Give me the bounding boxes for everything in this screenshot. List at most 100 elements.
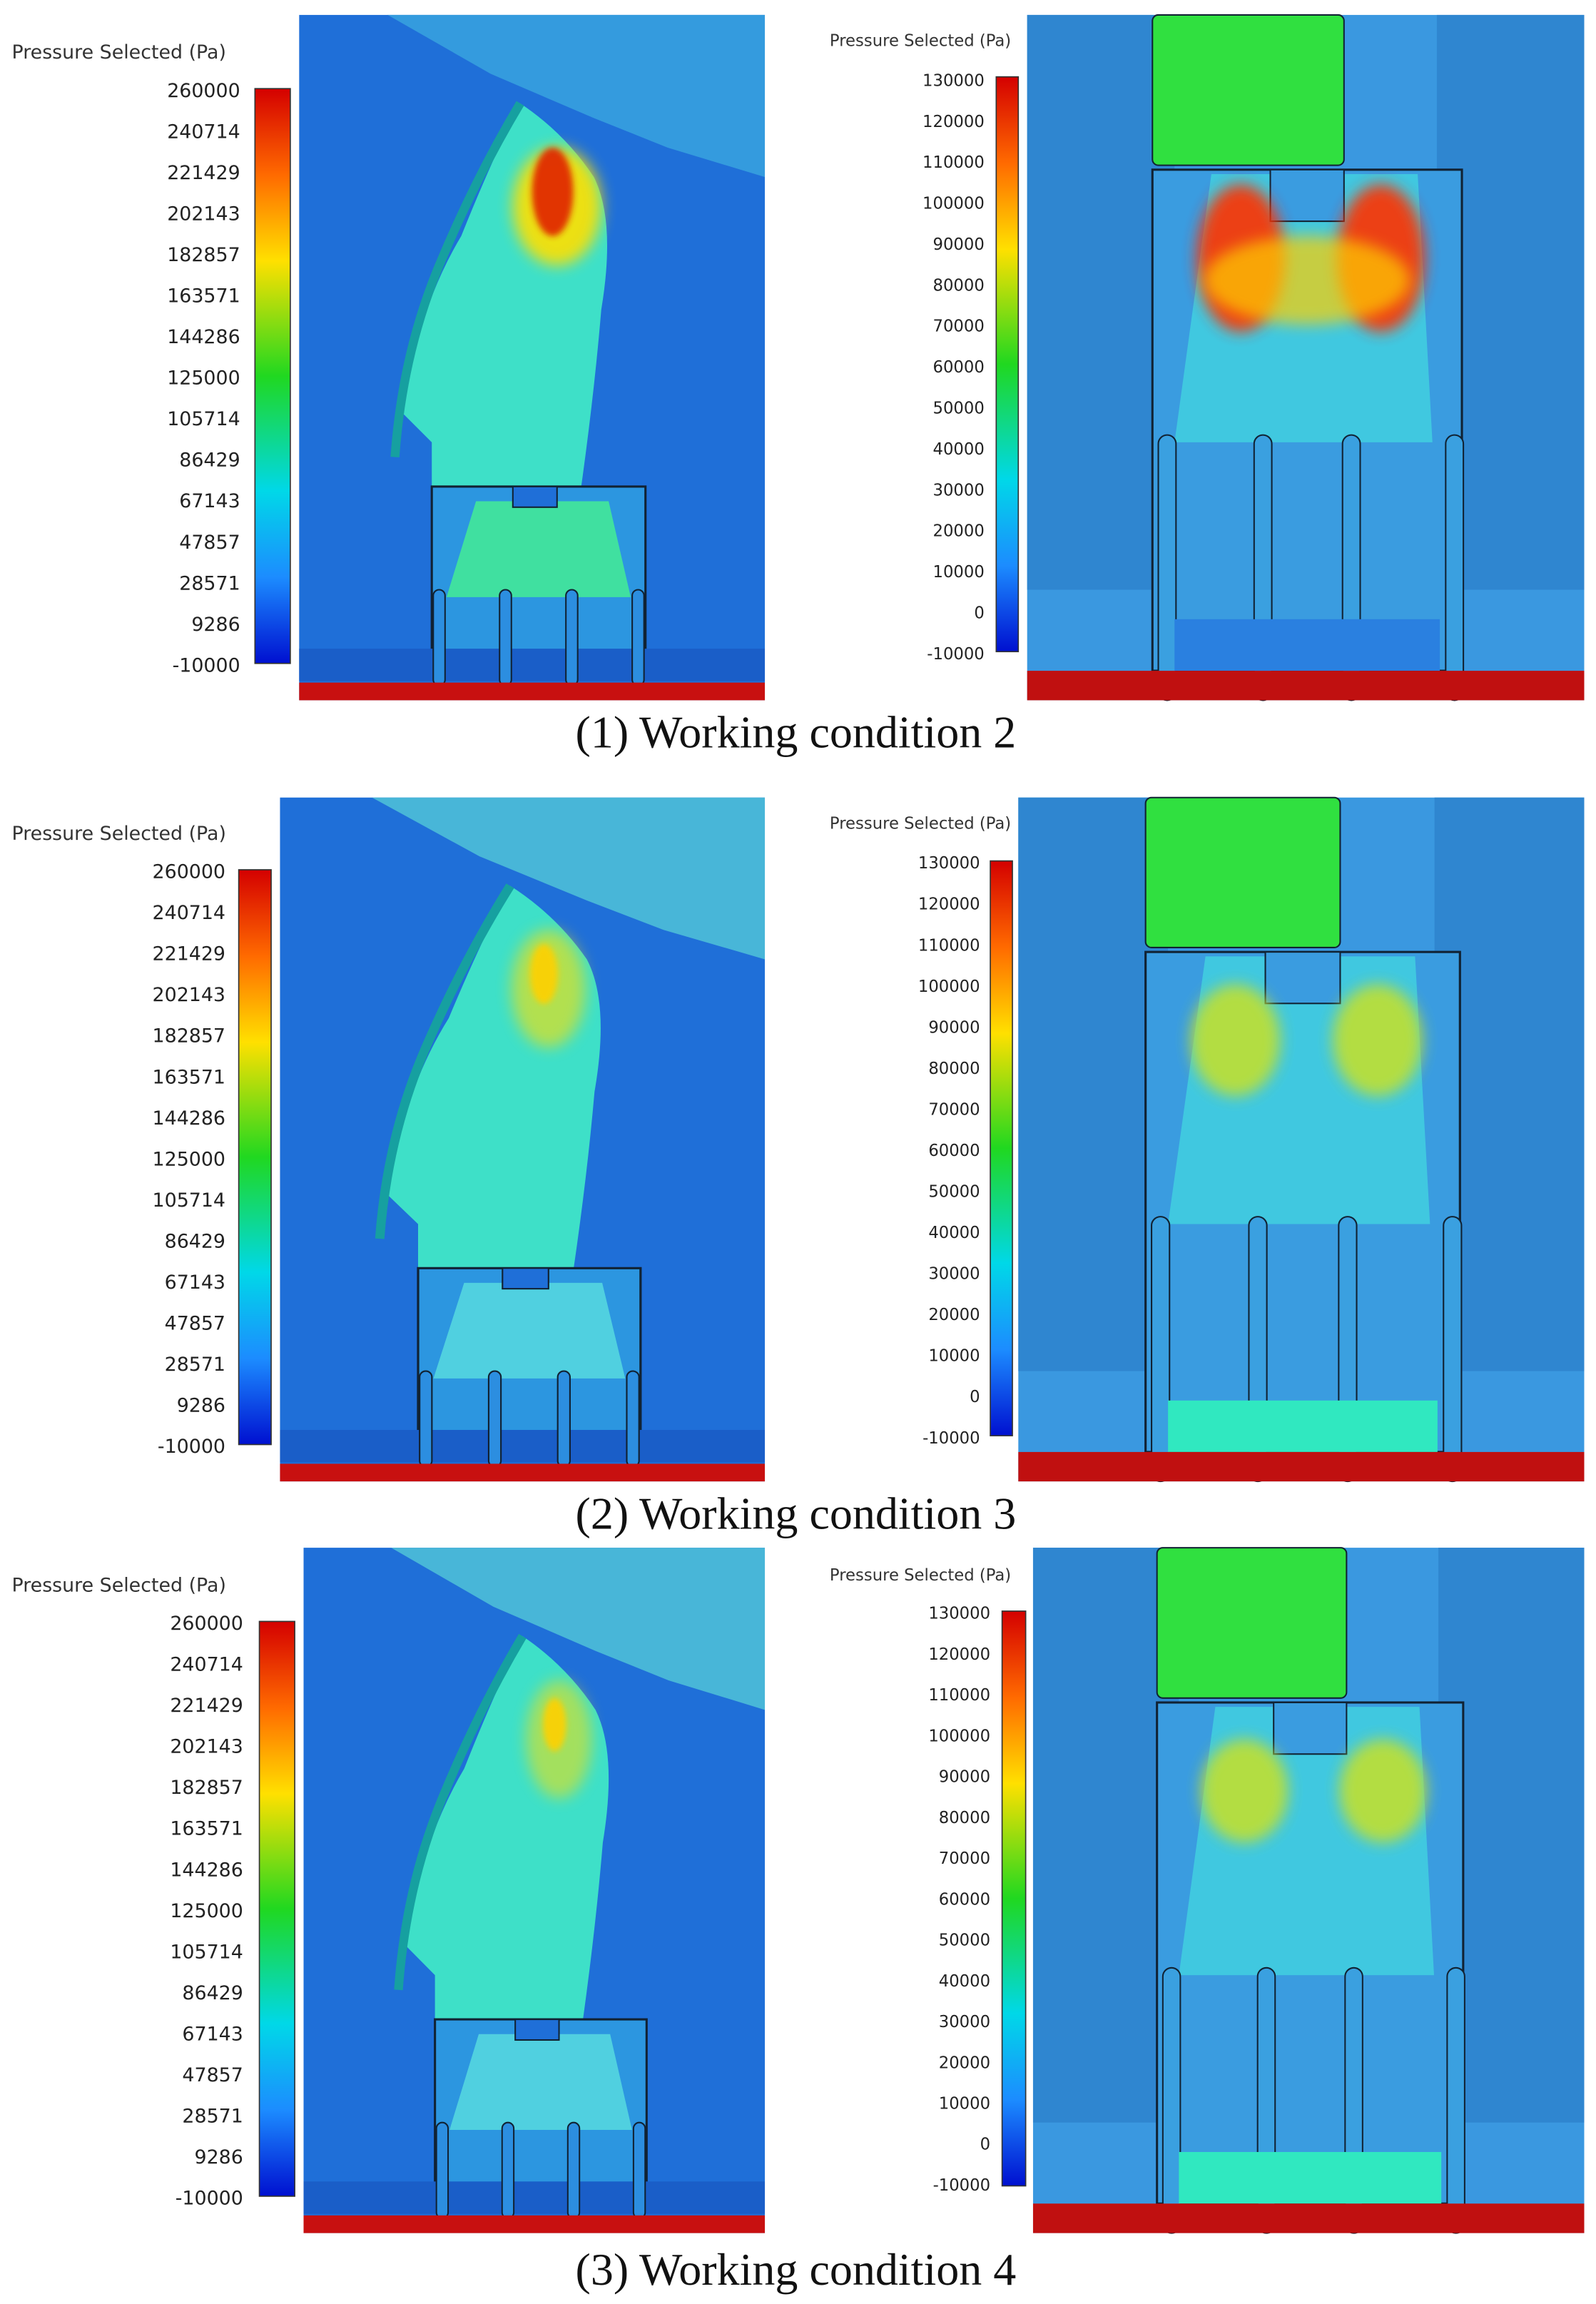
tick-label: 0 (974, 604, 984, 622)
tick-label: 40000 (939, 1972, 990, 1991)
bottom-strip (303, 2215, 766, 2233)
tick-label: 9286 (191, 614, 240, 636)
tick-label: 120000 (918, 895, 980, 914)
jet-edge (390, 101, 524, 458)
tick-label: 202143 (170, 1736, 243, 1758)
top-block (1144, 796, 1341, 948)
tick-label: 80000 (928, 1060, 980, 1078)
colorbar (254, 88, 291, 664)
tick-label: 221429 (170, 1695, 243, 1717)
jet-edge (394, 1633, 527, 1991)
legend-title: Pressure Selected (Pa) (830, 814, 1011, 833)
tick-label: -10000 (173, 654, 240, 676)
pillar (631, 589, 645, 686)
pillar (1446, 1966, 1465, 2234)
tick-label: 90000 (939, 1768, 990, 1787)
tick-label: 30000 (933, 481, 985, 499)
tick-label: -10000 (927, 645, 984, 664)
notch (1273, 1701, 1348, 1755)
tick-label: 120000 (928, 1645, 990, 1664)
tick-label: 86429 (179, 450, 240, 472)
notch (502, 1267, 549, 1290)
notch (1269, 168, 1345, 223)
tick-label: 182857 (170, 1777, 243, 1799)
tick-label: 67143 (165, 1272, 225, 1294)
notch (1264, 951, 1341, 1005)
pillar (1157, 434, 1177, 701)
tick-label: 10000 (933, 563, 985, 582)
pillar (565, 589, 579, 686)
upper-flow (372, 797, 766, 960)
pillar (1162, 1966, 1181, 2234)
caption: (1) Working condition 2 (576, 707, 1017, 758)
base (299, 649, 766, 681)
bottom-strip (1032, 2203, 1585, 2233)
channel (433, 1282, 626, 1379)
contour-right (1032, 1547, 1585, 2234)
tick-label: 90000 (933, 235, 985, 254)
tick-label: 240714 (153, 902, 225, 924)
tick-label: 9286 (194, 2146, 243, 2168)
jet-edge (375, 883, 514, 1239)
tick-label: 240714 (170, 1654, 243, 1676)
tick-label: 50000 (933, 400, 985, 418)
pillar (435, 2121, 449, 2219)
pillar (432, 589, 446, 686)
pillar (1445, 434, 1465, 701)
legend-title: Pressure Selected (Pa) (12, 823, 226, 845)
tick-label: 20000 (939, 2054, 990, 2072)
outlet (1174, 619, 1440, 671)
tick-label: 90000 (928, 1018, 980, 1037)
side-left (1018, 797, 1169, 1371)
caption: (3) Working condition 4 (576, 2244, 1017, 2295)
side-left (1032, 1548, 1179, 2123)
tick-label: -10000 (922, 1429, 980, 1448)
hotspot-inner (532, 147, 574, 236)
tick-label: 28571 (165, 1354, 225, 1376)
tick-label: 130000 (918, 854, 980, 873)
tick-label: 70000 (933, 318, 985, 336)
colorbar (258, 1620, 295, 2197)
tick-label: 47857 (165, 1313, 225, 1335)
hotspot-right (1332, 984, 1423, 1097)
base (280, 1430, 766, 1463)
tick-label: 110000 (918, 936, 980, 955)
upper-flow (387, 14, 766, 178)
tick-label: 0 (980, 2136, 990, 2154)
tick-label: 47857 (182, 2064, 243, 2086)
tick-label: 202143 (167, 203, 240, 225)
hotspot-right (1339, 1739, 1427, 1843)
pillar (501, 2121, 515, 2219)
tick-label: 125000 (153, 1148, 225, 1170)
tick-label: 100000 (928, 1727, 990, 1745)
tick-label: 80000 (939, 1809, 990, 1827)
tick-label: 10000 (939, 2094, 990, 2113)
tick-label: 221429 (153, 943, 225, 965)
tick-label: 30000 (928, 1265, 980, 1284)
tick-label: 260000 (153, 861, 225, 883)
pillar (1443, 1216, 1463, 1483)
hotspot-inner (543, 1697, 566, 1752)
upper-flow (391, 1548, 766, 1710)
colorbar (990, 860, 1013, 1436)
tick-label: 120000 (922, 113, 985, 131)
tick-label: 105714 (170, 1941, 243, 1963)
tick-label: -10000 (933, 2176, 990, 2195)
tick-label: 105714 (153, 1189, 225, 1212)
tick-label: 9286 (177, 1395, 225, 1417)
tick-label: -10000 (158, 1436, 225, 1458)
tick-label: 260000 (167, 80, 240, 102)
tick-label: 163571 (167, 285, 240, 308)
tick-label: 28571 (179, 572, 240, 594)
colorbar (1001, 1610, 1027, 2187)
tick-label: 86429 (182, 1982, 243, 2004)
tick-label: 50000 (939, 1932, 990, 1950)
tick-label: 28571 (182, 2105, 243, 2127)
bottom-strip (280, 1463, 766, 1482)
colorbar (238, 869, 272, 1446)
colorbar (995, 76, 1020, 653)
tick-label: 67143 (179, 490, 240, 512)
top-block (1156, 1547, 1348, 1699)
pillar (556, 1370, 571, 1468)
